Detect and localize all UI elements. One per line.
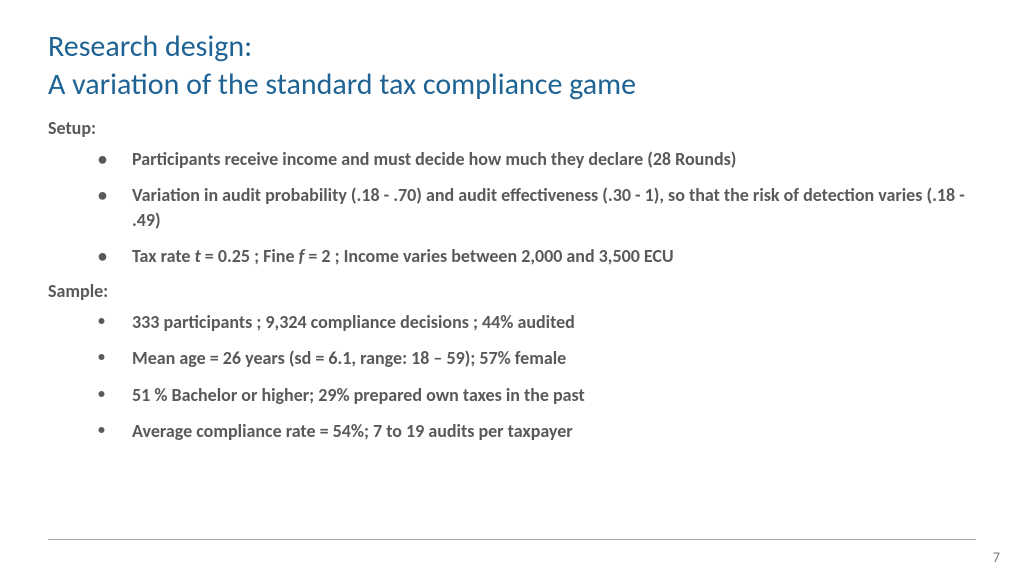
setup-bullet: Tax rate t = 0.25 ; Fine f = 2 ; Income …: [98, 244, 976, 268]
setup-bullets: Participants receive income and must dec…: [48, 147, 976, 268]
slide-title: Research design: A variation of the stan…: [48, 28, 976, 103]
setup-bullet-text: Tax rate t = 0.25 ; Fine f = 2 ; Income …: [132, 245, 674, 267]
title-line-1: Research design:: [48, 28, 976, 66]
title-line-2: A variation of the standard tax complian…: [48, 66, 976, 104]
sample-bullet: Mean age = 26 years (sd = 6.1, range: 18…: [98, 346, 976, 370]
sample-bullets: 333 participants ; 9,324 compliance deci…: [48, 310, 976, 443]
page-number: 7: [993, 549, 1000, 566]
sample-bullet: Average compliance rate = 54%; 7 to 19 a…: [98, 419, 976, 443]
sample-bullet: 51 % Bachelor or higher; 29% prepared ow…: [98, 383, 976, 407]
setup-bullet: Variation in audit probability (.18 - .7…: [98, 183, 976, 232]
setup-label: Setup:: [48, 117, 976, 139]
setup-bullet: Participants receive income and must dec…: [98, 147, 976, 171]
sample-label: Sample:: [48, 280, 976, 302]
slide: Research design: A variation of the stan…: [0, 0, 1024, 576]
footer-divider: [48, 539, 976, 540]
sample-bullet: 333 participants ; 9,324 compliance deci…: [98, 310, 976, 334]
